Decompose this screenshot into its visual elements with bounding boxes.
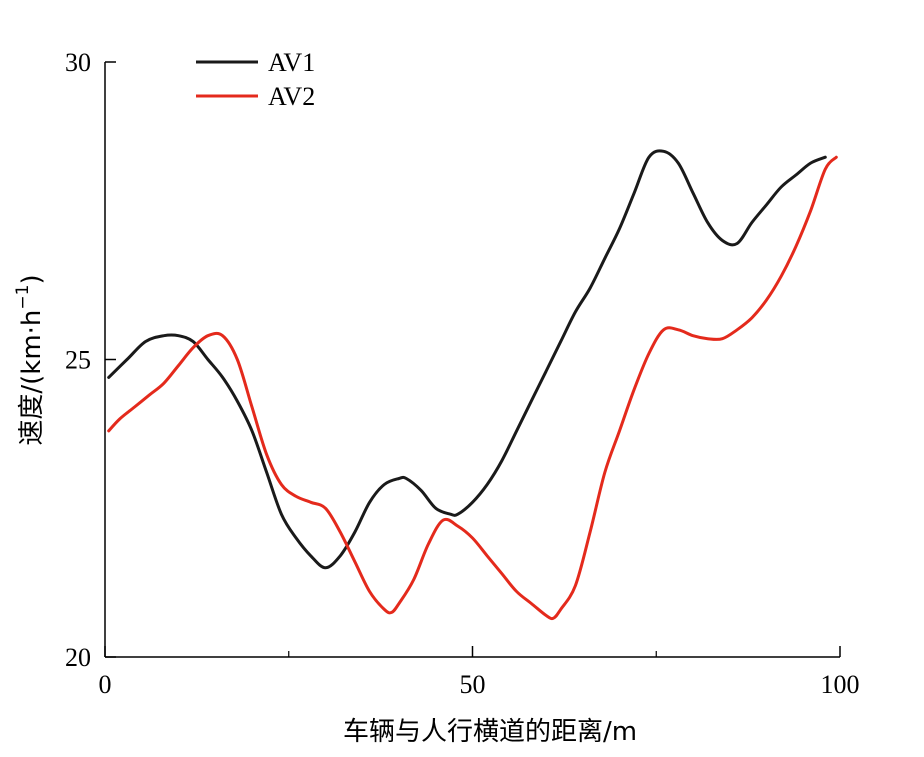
x-axis-label: 车辆与人行横道的距离/m bbox=[343, 717, 637, 747]
ticks: 20 25 30 0 50 100 bbox=[65, 48, 860, 699]
x-tick-label: 50 bbox=[460, 670, 486, 699]
y-axis-label-close: ) bbox=[17, 274, 47, 284]
y-axis-label-text: 速度/(km·h bbox=[17, 310, 47, 446]
axes bbox=[104, 62, 840, 658]
series-line-av1 bbox=[107, 149, 827, 570]
y-axis-label: 速度/(km·h−1) bbox=[13, 274, 47, 445]
y-tick-label: 30 bbox=[65, 48, 91, 77]
series-group bbox=[107, 149, 838, 621]
x-tick-label: 100 bbox=[821, 670, 860, 699]
y-axis-label-sup: −1 bbox=[13, 285, 33, 310]
series-line-av2 bbox=[107, 155, 838, 621]
y-tick-label: 20 bbox=[65, 643, 91, 672]
legend-label-av1: AV1 bbox=[268, 48, 315, 77]
y-tick-label: 25 bbox=[65, 346, 91, 375]
x-tick-label: 0 bbox=[99, 670, 112, 699]
legend-label-av2: AV2 bbox=[268, 82, 315, 111]
